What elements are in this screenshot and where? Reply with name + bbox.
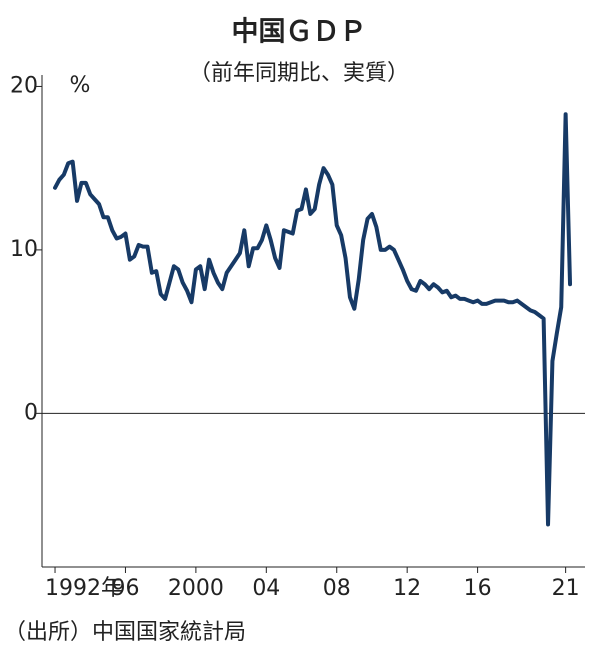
chart-subtitle: （前年同期比、実質） — [189, 61, 409, 86]
y-tick-label: 20 — [10, 73, 38, 98]
x-tick-label: 08 — [323, 576, 351, 601]
x-tick-label: 1992年 — [45, 576, 123, 601]
x-tick-label: 96 — [111, 576, 139, 601]
x-tick-label: 21 — [552, 576, 580, 601]
gdp-line — [53, 112, 573, 527]
x-tick-label: 12 — [393, 576, 421, 601]
x-tick-label: 16 — [464, 576, 492, 601]
source: （出所）中国国家統計局 — [4, 620, 246, 645]
x-tick-label: 2000 — [168, 576, 224, 601]
y-tick-label: 10 — [10, 237, 38, 262]
y-tick-label: 0 — [24, 400, 38, 425]
x-tick-label: 04 — [252, 576, 280, 601]
y-unit: % — [70, 73, 91, 98]
chart-title: 中国ＧＤＰ — [232, 17, 367, 48]
